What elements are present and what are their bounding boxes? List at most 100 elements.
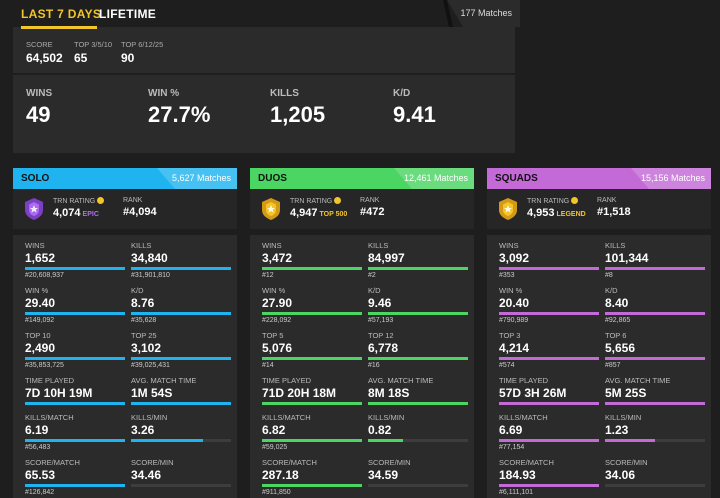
- stat-kills: KILLS 84,997 #2: [368, 241, 468, 279]
- stat-progress-bar: [25, 439, 125, 442]
- stat-kills-min: KILLS/MIN 1.23: [605, 413, 705, 442]
- stat-progress-fill: [499, 439, 599, 442]
- stat-label: SCORE/MIN: [605, 458, 648, 467]
- stat-progress-bar: [499, 402, 599, 405]
- stat-progress-bar: [262, 267, 362, 270]
- stat-progress-fill: [605, 267, 705, 270]
- stat-value: 3,472: [262, 251, 293, 265]
- mode-card-header: SQUADS 15,156 Matches: [487, 168, 711, 189]
- rating-row: TRN RATING 4,074 EPIC RANK #4,094: [13, 189, 237, 229]
- stat-label: SCORE/MATCH: [25, 458, 80, 467]
- stat-rank: #35,853,725: [25, 362, 64, 369]
- stat-progress-bar: [605, 402, 705, 405]
- trn-rating-value: 4,074: [53, 207, 81, 219]
- info-icon[interactable]: [571, 197, 579, 204]
- stat-rank: #57,193: [368, 317, 394, 324]
- stat-label: KILLS/MATCH: [262, 413, 311, 422]
- stat-k-d: K/D 9.46 #57,193: [368, 286, 468, 324]
- stat-score-match: SCORE/MATCH 184.93 #6,111,101: [499, 458, 599, 496]
- stat-top-10: TOP 10 2,490 #35,853,725: [25, 331, 125, 369]
- stat-rank: #20,608,937: [25, 272, 64, 279]
- wins-label: WINS: [26, 88, 53, 99]
- stat-rank: #6,111,101: [499, 489, 533, 496]
- stat-score-min: SCORE/MIN 34.59: [368, 458, 468, 487]
- stat-label: SCORE/MATCH: [499, 458, 554, 467]
- stat-win: WIN % 29.40 #149,092: [25, 286, 125, 324]
- stat-label: TIME PLAYED: [262, 376, 312, 385]
- stat-rank: #31,901,810: [131, 272, 170, 279]
- stat-progress-bar: [368, 484, 468, 487]
- stat-label: AVG. MATCH TIME: [131, 376, 197, 385]
- stat-progress-fill: [131, 402, 231, 405]
- stat-label: KILLS/MIN: [131, 413, 168, 422]
- stat-progress-bar: [131, 439, 231, 442]
- stat-progress-fill: [262, 267, 362, 270]
- stat-progress-fill: [605, 439, 655, 442]
- stat-progress-bar: [131, 267, 231, 270]
- trn-rating: TRN RATING 4,953 LEGEND: [527, 197, 586, 219]
- stat-time-played: TIME PLAYED 7D 10H 19M: [25, 376, 125, 405]
- stat-score-min: SCORE/MIN 34.06: [605, 458, 705, 487]
- stat-value: 8.40: [605, 296, 629, 310]
- mode-name: SQUADS: [495, 173, 538, 184]
- stat-rank: #92,865: [605, 317, 631, 324]
- stat-top-12: TOP 12 6,778 #16: [368, 331, 468, 369]
- stat-progress-bar: [368, 402, 468, 405]
- stat-progress-bar: [605, 484, 705, 487]
- stat-label: WIN %: [25, 286, 49, 295]
- stat-progress-fill: [262, 484, 362, 487]
- stat-value: 1M 54S: [131, 386, 173, 400]
- stat-value: 5,656: [605, 341, 636, 355]
- stat-avg-match-time: AVG. MATCH TIME 8M 18S: [368, 376, 468, 405]
- stat-progress-fill: [262, 357, 362, 360]
- stat-progress-bar: [499, 312, 599, 315]
- tab-last-7-days[interactable]: LAST 7 DAYS: [21, 7, 102, 21]
- kills-stat: KILLS 1,205: [270, 88, 325, 128]
- stat-progress-fill: [368, 267, 468, 270]
- period-tabbar: LAST 7 DAYS LIFETIME 177 Matches: [13, 0, 520, 29]
- top-3-5-10-label: TOP 3/5/10: [74, 40, 113, 49]
- rank-value: #4,094: [123, 206, 157, 218]
- stat-progress-fill: [131, 267, 231, 270]
- score-row: SCORE 64,502 TOP 3/5/10 65 TOP 6/12/25 9…: [13, 28, 515, 73]
- stat-progress-bar: [25, 402, 125, 405]
- rank-value: #1,518: [597, 206, 631, 218]
- rating-row: TRN RATING 4,953 LEGEND RANK #1,518: [487, 189, 711, 229]
- stat-progress-bar: [131, 402, 231, 405]
- stat-progress-fill: [605, 357, 705, 360]
- stat-progress-fill: [499, 267, 599, 270]
- header-tail: [394, 168, 474, 189]
- stat-label: KILLS: [368, 241, 389, 250]
- stat-label: KILLS: [605, 241, 626, 250]
- stat-rank: #857: [605, 362, 621, 369]
- stat-rank: #149,092: [25, 317, 55, 324]
- stat-value: 287.18: [262, 468, 299, 482]
- kills-value: 1,205: [270, 102, 326, 127]
- stat-progress-fill: [605, 402, 705, 405]
- stat-rank: #56,483: [25, 444, 51, 451]
- stat-progress-fill: [25, 484, 125, 487]
- win-percent-value: 27.7%: [148, 102, 211, 127]
- mode-card-duos: DUOS 12,461 Matches TRN RATING 4,947 TOP …: [250, 168, 474, 498]
- info-icon[interactable]: [334, 197, 342, 204]
- stat-k-d: K/D 8.76 #35,628: [131, 286, 231, 324]
- mode-matches: 12,461 Matches: [403, 173, 468, 183]
- stat-progress-bar: [262, 439, 362, 442]
- stat-value: 2,490: [25, 341, 56, 355]
- top-6-12-25-value: 90: [121, 51, 135, 65]
- tab-lifetime[interactable]: LIFETIME: [99, 7, 157, 21]
- rank: RANK #4,094: [123, 197, 157, 218]
- stat-label: SCORE/MIN: [368, 458, 411, 467]
- stat-value: 9.46: [368, 296, 392, 310]
- stat-progress-bar: [605, 267, 705, 270]
- rating-row: TRN RATING 4,947 TOP 500 RANK #472: [250, 189, 474, 229]
- stat-value: 5,076: [262, 341, 293, 355]
- stat-label: KILLS/MATCH: [25, 413, 74, 422]
- stat-value: 57D 3H 26M: [499, 386, 567, 400]
- stat-value: 8M 18S: [368, 386, 410, 400]
- stat-label: WINS: [25, 241, 45, 250]
- stat-value: 3,092: [499, 251, 530, 265]
- stat-progress-bar: [262, 484, 362, 487]
- header-tail: [157, 168, 237, 189]
- info-icon[interactable]: [97, 197, 105, 204]
